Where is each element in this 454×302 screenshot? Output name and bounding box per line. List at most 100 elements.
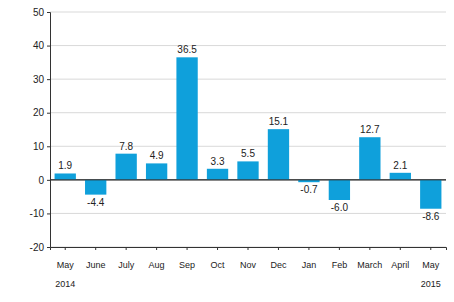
x-tick: Aug: [149, 247, 165, 270]
y-tick-mark: [47, 180, 50, 181]
bar: [176, 57, 197, 180]
x-tick: June: [86, 247, 106, 270]
x-tick-mark: [400, 247, 401, 250]
bars: [55, 57, 442, 208]
bar: [55, 173, 76, 179]
x-tick: March: [357, 247, 382, 270]
grid: [50, 12, 446, 247]
data-label: -8.6: [422, 211, 440, 222]
x-tick-mark: [278, 247, 279, 250]
y-tick: 50: [33, 7, 50, 18]
zero-line: [50, 179, 446, 180]
y-tick-mark: [47, 79, 50, 80]
y-tick-mark: [47, 12, 50, 13]
x-tick-mark: [430, 247, 431, 250]
x-tick: Dec: [270, 247, 287, 270]
data-label: 7.8: [119, 141, 133, 152]
y-axis: -20 -10 0 10 20 30 40 50: [30, 7, 51, 253]
x-tick: Sep: [179, 247, 195, 270]
x-tick-label: April: [391, 260, 409, 270]
x-tick-label: Sep: [179, 260, 195, 270]
grid-line: [50, 213, 446, 214]
bar: [359, 137, 380, 180]
x-tick-mark: [248, 247, 249, 250]
x-tick-label: Nov: [240, 260, 257, 270]
x-axis: May June July Aug Sep Oct Nov Dec Jan Feb March Apr…: [51, 247, 447, 270]
x-tick: July: [118, 247, 135, 270]
x-tick-mark: [308, 247, 309, 250]
annotations: 2014 2015: [55, 279, 441, 289]
y-tick-mark: [47, 247, 50, 248]
x-tick-label: May: [422, 260, 440, 270]
bar: [85, 180, 106, 195]
x-tick-mark: [126, 247, 127, 250]
x-tick-mark: [339, 247, 340, 250]
year-label: 2014: [55, 279, 75, 289]
y-tick-mark: [47, 213, 50, 214]
bar: [329, 180, 350, 200]
y-tick-label: 30: [33, 74, 45, 85]
x-tick: Nov: [240, 247, 257, 270]
y-tick-label: 0: [38, 175, 44, 186]
bar: [390, 173, 411, 180]
grid-line: [50, 12, 446, 13]
y-tick: 40: [33, 40, 50, 51]
y-tick-label: -20: [30, 242, 45, 253]
grid-line: [50, 179, 446, 180]
y-tick: 20: [33, 107, 50, 118]
y-tick-label: 20: [33, 107, 45, 118]
x-tick-label: June: [86, 260, 106, 270]
x-axis-line: [51, 248, 447, 251]
y-tick-label: 40: [33, 40, 45, 51]
x-tick: April: [391, 247, 409, 270]
data-label: 3.3: [211, 156, 225, 167]
x-tick-mark: [369, 247, 370, 250]
grid-line: [50, 79, 446, 80]
y-tick: 10: [33, 141, 50, 152]
grid-line: [50, 146, 446, 147]
data-label: 36.5: [177, 44, 197, 55]
bar: [237, 161, 258, 179]
y-tick-mark: [47, 113, 50, 114]
x-tick: Feb: [332, 247, 348, 270]
y-tick-mark: [47, 46, 50, 47]
x-tick: Oct: [211, 247, 226, 270]
year-label: 2015: [421, 279, 441, 289]
data-label: 5.5: [241, 148, 255, 159]
y-tick: -10: [30, 208, 50, 219]
bar: [115, 154, 136, 180]
x-tick-label: May: [57, 260, 75, 270]
data-label: 12.7: [360, 124, 380, 135]
x-tick-label: Jan: [302, 260, 317, 270]
x-tick-mark: [156, 247, 157, 250]
bar: [420, 180, 441, 209]
grid-line: [50, 45, 446, 46]
data-label: 1.9: [58, 160, 72, 171]
y-tick-mark: [47, 146, 50, 147]
x-tick-label: March: [357, 260, 382, 270]
x-tick-label: Oct: [211, 260, 226, 270]
y-tick: 0: [38, 175, 50, 186]
chart: 1.9-4.47.84.936.53.35.515.1-0.7-6.012.72…: [0, 0, 454, 302]
data-label: -4.4: [87, 197, 105, 208]
x-tick-mark: [187, 247, 188, 250]
y-tick-label: 10: [33, 141, 45, 152]
bar: [268, 129, 289, 180]
y-tick: 30: [33, 74, 50, 85]
data-label: -0.7: [300, 184, 318, 195]
data-label: -6.0: [331, 202, 349, 213]
data-label: 2.1: [393, 160, 407, 171]
x-tick: May: [57, 247, 75, 270]
y-axis-line: [47, 13, 51, 248]
x-tick-label: July: [118, 260, 135, 270]
x-tick-label: Aug: [149, 260, 165, 270]
data-label: 15.1: [269, 116, 289, 127]
x-tick-label: Dec: [270, 260, 287, 270]
data-labels: 1.9-4.47.84.936.53.35.515.1-0.7-6.012.72…: [58, 44, 440, 221]
x-tick: May: [422, 247, 440, 270]
y-tick-label: 50: [33, 7, 45, 18]
bar: [207, 169, 228, 180]
x-tick-mark: [65, 247, 66, 250]
x-tick-label: Feb: [332, 260, 348, 270]
grid-line: [50, 112, 446, 113]
